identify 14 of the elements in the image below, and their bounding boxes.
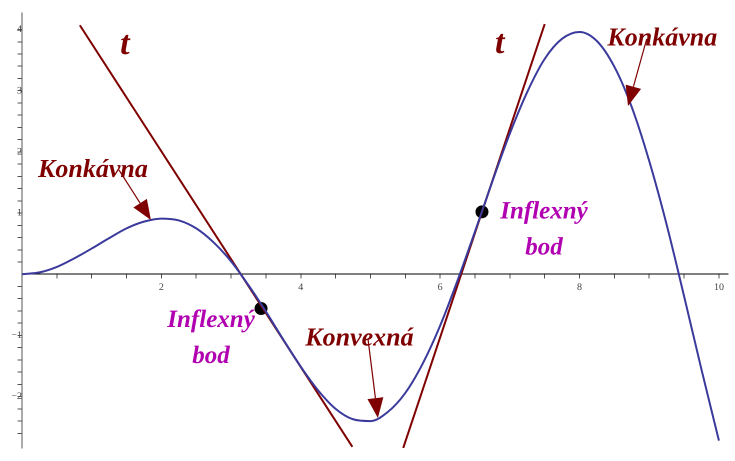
y-tick-label: −2: [11, 391, 22, 402]
x-tick-label: 6: [438, 282, 443, 293]
x-tick-label: 4: [298, 282, 304, 293]
annotation: Inflexný bod: [166, 306, 256, 369]
annotation: Konkávna: [37, 154, 148, 184]
y-tick-label: −1: [11, 330, 22, 342]
annotation: Inflexný bod: [499, 197, 589, 260]
x-tick-label: 8: [577, 282, 582, 293]
x-tick-label: 2: [158, 282, 164, 293]
series-label: t: [494, 24, 506, 61]
x-tick-label: 10: [714, 282, 724, 293]
annotation: Konkávna: [606, 22, 718, 52]
annotation: Konvexná: [304, 322, 415, 352]
series-label: t: [120, 25, 132, 62]
